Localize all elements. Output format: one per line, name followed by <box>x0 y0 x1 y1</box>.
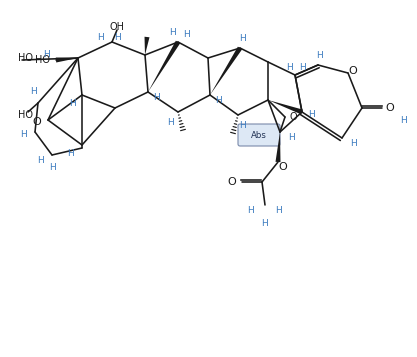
Text: O: O <box>386 103 394 113</box>
Text: H: H <box>351 139 357 147</box>
Text: H: H <box>401 116 407 125</box>
Text: H: H <box>43 50 49 59</box>
Text: O: O <box>289 112 297 122</box>
Text: H: H <box>309 110 315 119</box>
Text: H: H <box>289 132 295 141</box>
Text: H: H <box>261 218 269 227</box>
Text: H: H <box>240 121 246 130</box>
Text: H: H <box>215 96 221 105</box>
Text: O: O <box>279 162 287 172</box>
Text: O: O <box>228 177 236 187</box>
Text: H: H <box>97 32 103 41</box>
Text: H: H <box>167 117 173 126</box>
Text: HO: HO <box>18 110 33 120</box>
Polygon shape <box>148 41 180 92</box>
Text: O: O <box>349 66 357 76</box>
FancyBboxPatch shape <box>238 124 280 146</box>
Text: H: H <box>239 34 245 42</box>
Text: OH: OH <box>110 22 125 32</box>
Text: H: H <box>30 86 36 96</box>
Text: H: H <box>113 32 121 41</box>
Text: H: H <box>67 149 73 157</box>
Polygon shape <box>56 57 78 62</box>
Text: H: H <box>183 30 189 39</box>
Text: H: H <box>248 206 254 215</box>
Text: HO: HO <box>18 53 33 63</box>
Text: H: H <box>276 206 282 215</box>
Text: H: H <box>153 92 159 101</box>
Text: H: H <box>286 62 294 71</box>
Text: H: H <box>20 130 26 139</box>
Polygon shape <box>145 37 149 55</box>
Text: Abs: Abs <box>251 131 267 140</box>
Text: H: H <box>49 162 55 171</box>
Polygon shape <box>210 47 242 95</box>
Text: H: H <box>170 27 176 36</box>
Polygon shape <box>276 132 281 162</box>
Text: HO: HO <box>35 55 50 65</box>
Text: H: H <box>317 50 323 60</box>
Text: H: H <box>69 99 75 107</box>
Text: H: H <box>37 156 43 165</box>
Text: H: H <box>300 62 306 71</box>
Text: O: O <box>33 117 41 127</box>
Polygon shape <box>268 100 303 114</box>
